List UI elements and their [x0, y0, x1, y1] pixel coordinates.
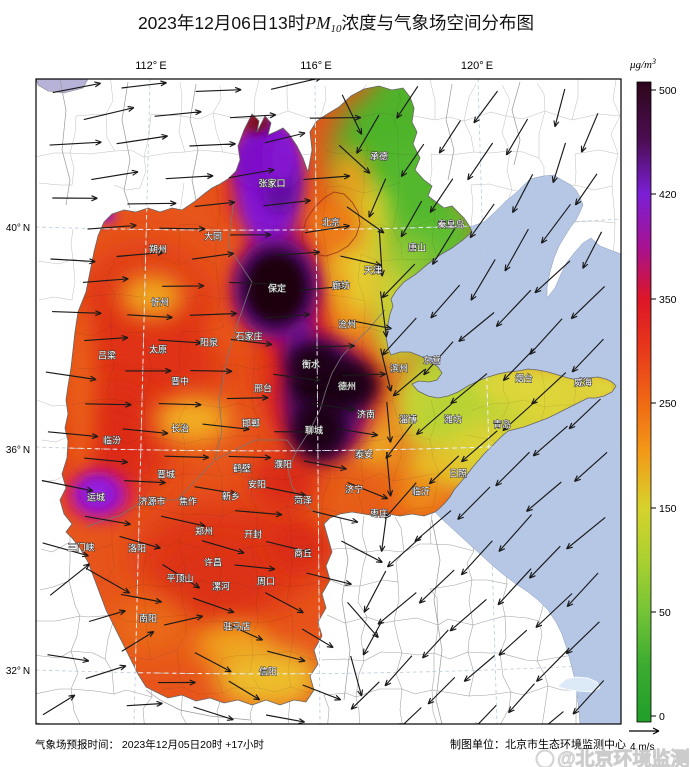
- svg-text:承德: 承德: [370, 151, 388, 162]
- svg-text:运城: 运城: [87, 493, 105, 503]
- svg-text:东营: 东营: [423, 355, 441, 366]
- svg-text:德州: 德州: [338, 381, 356, 392]
- svg-text:36° N: 36° N: [6, 445, 30, 456]
- svg-text:三门峡: 三门峡: [67, 542, 94, 553]
- svg-text:250: 250: [659, 398, 677, 410]
- svg-text:太原: 太原: [149, 344, 167, 355]
- svg-text:石家庄: 石家庄: [235, 331, 262, 342]
- svg-text:菏泽: 菏泽: [294, 496, 312, 506]
- svg-text:420: 420: [659, 189, 677, 201]
- svg-text:衡水: 衡水: [302, 359, 320, 370]
- svg-text:张家口: 张家口: [258, 178, 285, 189]
- svg-text:保定: 保定: [268, 283, 286, 294]
- svg-text:开封: 开封: [244, 529, 262, 540]
- svg-text:濮阳: 濮阳: [274, 459, 292, 470]
- svg-text:威海: 威海: [574, 377, 592, 388]
- svg-text:平顶山: 平顶山: [166, 574, 193, 584]
- svg-text:吕梁: 吕梁: [98, 350, 116, 361]
- svg-text:150: 150: [659, 503, 677, 515]
- svg-text:许昌: 许昌: [204, 557, 222, 568]
- svg-text:120° E: 120° E: [461, 60, 493, 72]
- svg-text:周口: 周口: [257, 577, 275, 587]
- svg-text:天津: 天津: [364, 266, 382, 276]
- svg-text:40° N: 40° N: [6, 223, 30, 234]
- svg-text:@北京环境监测: @北京环境监测: [557, 747, 690, 767]
- svg-text:聊城: 聊城: [305, 425, 323, 436]
- svg-text:μg/m3: μg/m3: [629, 57, 656, 71]
- svg-text:安阳: 安阳: [248, 479, 266, 490]
- svg-text:制图单位：北京市生态环境监测中心: 制图单位：北京市生态环境监测中心: [450, 737, 626, 751]
- svg-text:长治: 长治: [171, 423, 189, 434]
- svg-text:阳泉: 阳泉: [200, 337, 218, 348]
- svg-text:廊坊: 廊坊: [332, 280, 350, 291]
- svg-text:信阳: 信阳: [259, 666, 277, 677]
- svg-text:临汾: 临汾: [103, 435, 121, 446]
- svg-text:32° N: 32° N: [6, 666, 30, 677]
- svg-text:新乡: 新乡: [222, 491, 240, 502]
- svg-text:淄博: 淄博: [399, 414, 417, 425]
- svg-text:济宁: 济宁: [345, 484, 363, 495]
- svg-text:北京: 北京: [322, 217, 340, 228]
- svg-text:大同: 大同: [204, 231, 222, 242]
- svg-text:350: 350: [659, 294, 677, 306]
- svg-text:济源市: 济源市: [138, 496, 165, 507]
- svg-text:朔州: 朔州: [149, 244, 167, 255]
- svg-text:0: 0: [659, 711, 665, 723]
- svg-text:日照: 日照: [449, 469, 467, 479]
- svg-text:唐山: 唐山: [408, 242, 426, 253]
- svg-text:泰安: 泰安: [355, 449, 373, 460]
- svg-text:50: 50: [659, 607, 671, 619]
- svg-text:南阳: 南阳: [139, 613, 157, 624]
- svg-text:忻州: 忻州: [151, 297, 169, 308]
- svg-text:焦作: 焦作: [179, 496, 197, 507]
- svg-text:112° E: 112° E: [135, 60, 166, 72]
- svg-text:青岛: 青岛: [493, 419, 511, 430]
- svg-text:洛阳: 洛阳: [128, 543, 146, 554]
- svg-text:枣庄: 枣庄: [370, 508, 388, 519]
- svg-text:驻马店: 驻马店: [223, 621, 250, 632]
- svg-text:邢台: 邢台: [254, 383, 272, 394]
- svg-text:鹤壁: 鹤壁: [233, 463, 251, 474]
- svg-text:邯郸: 邯郸: [242, 418, 260, 429]
- svg-text:晋中: 晋中: [171, 376, 189, 387]
- svg-text:临沂: 临沂: [412, 486, 430, 497]
- svg-text:116° E: 116° E: [300, 60, 331, 72]
- svg-text:500: 500: [659, 85, 677, 97]
- svg-text:滨州: 滨州: [390, 363, 408, 374]
- svg-text:郑州: 郑州: [195, 526, 213, 537]
- svg-text:秦皇岛: 秦皇岛: [437, 219, 464, 230]
- svg-text:漯河: 漯河: [212, 581, 230, 592]
- svg-text:气象场预报时间： 2023年12月05日20时 +17小时: 气象场预报时间： 2023年12月05日20时 +17小时: [35, 738, 265, 751]
- svg-text:晋城: 晋城: [157, 470, 175, 480]
- svg-text:济南: 济南: [357, 409, 375, 420]
- svg-text:潍坊: 潍坊: [444, 414, 462, 425]
- svg-text:4 m/s: 4 m/s: [630, 742, 654, 753]
- svg-text:商丘: 商丘: [294, 548, 312, 559]
- svg-text:沧州: 沧州: [338, 319, 356, 330]
- svg-text:烟台: 烟台: [515, 373, 533, 384]
- svg-text:2023年12月06日13时PM10浓度与气象场空间分布图: 2023年12月06日13时PM10浓度与气象场空间分布图: [138, 13, 534, 35]
